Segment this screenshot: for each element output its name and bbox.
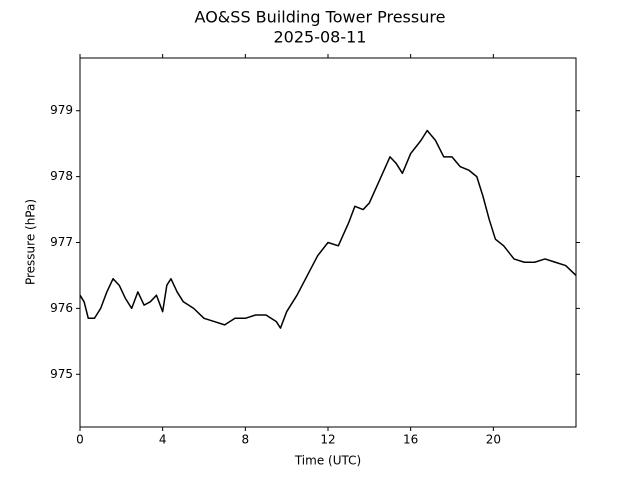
y-axis-label: Pressure (hPa): [24, 199, 38, 285]
x-axis-label: Time (UTC): [294, 454, 361, 468]
plot-frame: [79, 57, 577, 428]
x-tick-label: 20: [486, 433, 501, 447]
x-tick-label: 0: [76, 433, 84, 447]
y-tick-label: 976: [50, 301, 73, 315]
y-tick-label: 979: [50, 103, 73, 117]
y-tick-label: 977: [50, 235, 73, 249]
line: [79, 129, 577, 329]
chart-subtitle: 2025-08-11: [274, 28, 367, 47]
y-tick-label: 978: [50, 169, 73, 183]
x-tick-label: 8: [242, 433, 250, 447]
x-tick-label: 4: [159, 433, 167, 447]
chart-title: AO&SS Building Tower Pressure: [195, 8, 446, 27]
y-tick-label: 975: [50, 367, 73, 381]
x-tick-label: 16: [403, 433, 418, 447]
x-tick-label: 12: [320, 433, 335, 447]
